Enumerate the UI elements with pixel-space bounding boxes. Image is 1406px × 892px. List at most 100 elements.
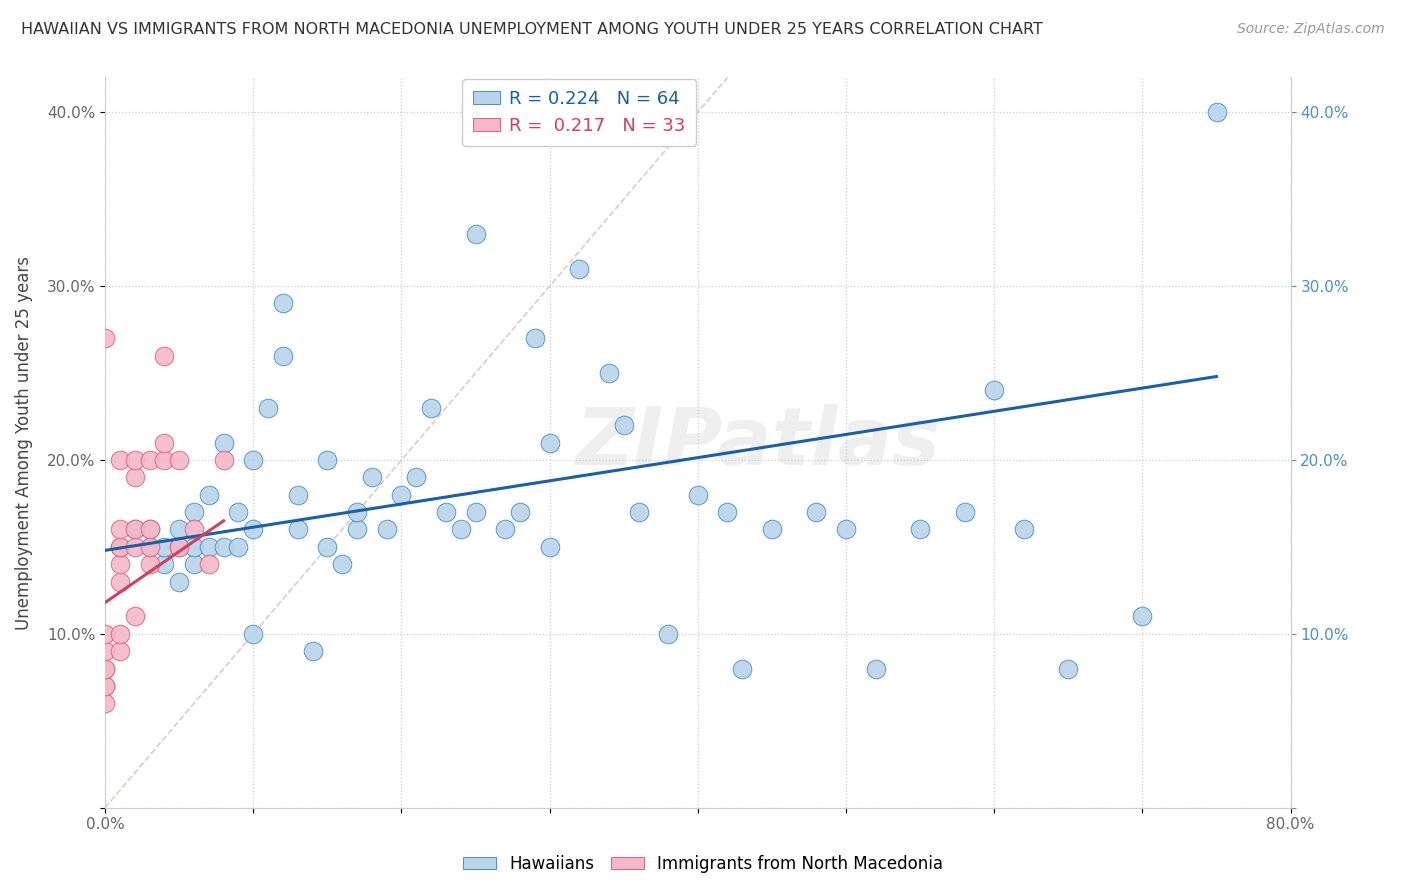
Point — [94, 679, 117, 693]
Point — [212, 540, 235, 554]
Point — [242, 523, 264, 537]
Point — [124, 453, 146, 467]
Point — [1057, 662, 1080, 676]
Point — [657, 627, 679, 641]
Point — [271, 296, 294, 310]
Point — [138, 523, 160, 537]
Point — [198, 540, 221, 554]
Point — [138, 558, 160, 572]
Point — [183, 505, 205, 519]
Point — [983, 384, 1005, 398]
Point — [287, 488, 309, 502]
Text: HAWAIIAN VS IMMIGRANTS FROM NORTH MACEDONIA UNEMPLOYMENT AMONG YOUTH UNDER 25 YE: HAWAIIAN VS IMMIGRANTS FROM NORTH MACEDO… — [21, 22, 1043, 37]
Point — [138, 453, 160, 467]
Point — [538, 540, 561, 554]
Point — [108, 540, 131, 554]
Point — [330, 558, 353, 572]
Point — [153, 558, 176, 572]
Point — [94, 644, 117, 658]
Point — [167, 574, 190, 589]
Point — [138, 540, 160, 554]
Point — [375, 523, 398, 537]
Point — [94, 627, 117, 641]
Point — [212, 435, 235, 450]
Point — [835, 523, 858, 537]
Point — [183, 558, 205, 572]
Point — [183, 523, 205, 537]
Point — [228, 505, 250, 519]
Point — [627, 505, 650, 519]
Point — [865, 662, 887, 676]
Point — [94, 331, 117, 345]
Point — [242, 627, 264, 641]
Point — [509, 505, 531, 519]
Point — [761, 523, 783, 537]
Point — [316, 540, 339, 554]
Point — [108, 627, 131, 641]
Text: Source: ZipAtlas.com: Source: ZipAtlas.com — [1237, 22, 1385, 37]
Point — [464, 227, 486, 241]
Point — [183, 540, 205, 554]
Point — [124, 523, 146, 537]
Point — [124, 523, 146, 537]
Point — [108, 574, 131, 589]
Text: ZIPatlas: ZIPatlas — [575, 403, 939, 482]
Point — [1012, 523, 1035, 537]
Y-axis label: Unemployment Among Youth under 25 years: Unemployment Among Youth under 25 years — [15, 256, 32, 630]
Legend: Hawaiians, Immigrants from North Macedonia: Hawaiians, Immigrants from North Macedon… — [456, 848, 950, 880]
Point — [450, 523, 472, 537]
Point — [420, 401, 443, 415]
Point — [346, 523, 368, 537]
Point — [346, 505, 368, 519]
Point — [494, 523, 516, 537]
Point — [568, 261, 591, 276]
Point — [153, 435, 176, 450]
Point — [94, 697, 117, 711]
Legend: R = 0.224   N = 64, R =  0.217   N = 33: R = 0.224 N = 64, R = 0.217 N = 33 — [463, 79, 696, 146]
Point — [198, 558, 221, 572]
Point — [360, 470, 382, 484]
Point — [108, 523, 131, 537]
Point — [1132, 609, 1154, 624]
Point — [124, 470, 146, 484]
Point — [124, 540, 146, 554]
Point — [301, 644, 323, 658]
Point — [806, 505, 828, 519]
Point — [598, 366, 620, 380]
Point — [94, 679, 117, 693]
Point — [108, 453, 131, 467]
Point — [167, 523, 190, 537]
Point — [464, 505, 486, 519]
Point — [405, 470, 427, 484]
Point — [953, 505, 976, 519]
Point — [731, 662, 754, 676]
Point — [523, 331, 546, 345]
Point — [716, 505, 738, 519]
Point — [153, 540, 176, 554]
Point — [228, 540, 250, 554]
Point — [212, 453, 235, 467]
Point — [538, 435, 561, 450]
Point — [391, 488, 413, 502]
Point — [613, 418, 636, 433]
Point — [434, 505, 457, 519]
Point — [1205, 105, 1227, 120]
Point — [153, 349, 176, 363]
Point — [108, 644, 131, 658]
Point — [908, 523, 931, 537]
Point — [316, 453, 339, 467]
Point — [94, 662, 117, 676]
Point — [167, 453, 190, 467]
Point — [167, 540, 190, 554]
Point — [287, 523, 309, 537]
Point — [242, 453, 264, 467]
Point — [108, 558, 131, 572]
Point — [271, 349, 294, 363]
Point — [138, 540, 160, 554]
Point — [138, 523, 160, 537]
Point — [167, 540, 190, 554]
Point — [108, 540, 131, 554]
Point — [94, 662, 117, 676]
Point — [153, 453, 176, 467]
Point — [257, 401, 280, 415]
